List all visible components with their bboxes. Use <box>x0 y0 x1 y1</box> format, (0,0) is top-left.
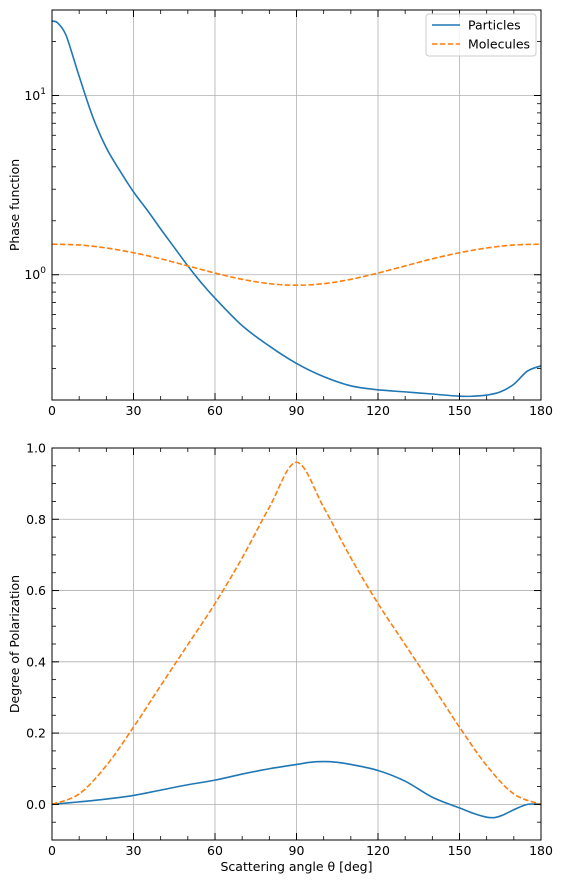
legend-label-molecules: Molecules <box>468 37 530 52</box>
x-tick-label: 90 <box>289 843 305 858</box>
x-tick-label: 90 <box>289 403 305 418</box>
polarization-panel: 0 30 60 90 120 150 180 0.0 0.2 0.4 0.6 0.8 1.0 Degre… <box>7 441 553 875</box>
series-lines <box>51 461 542 819</box>
y-tick-label: 0.0 <box>26 797 46 812</box>
x-tick-label: 180 <box>529 843 553 858</box>
x-tick-label: 60 <box>207 843 223 858</box>
y-axis-label: Degree of Polarization <box>7 575 22 713</box>
legend: Particles Molecules <box>425 13 537 57</box>
x-axis-label: Scattering angle θ [deg] <box>221 859 373 874</box>
grid-lines <box>52 10 541 400</box>
tick-labels: 0 30 60 90 120 150 180 100 101 <box>24 87 553 418</box>
x-tick-label: 120 <box>366 403 390 418</box>
y-tick-label: 0.2 <box>26 726 46 741</box>
legend-label-particles: Particles <box>468 18 521 33</box>
y-tick-label: 0.8 <box>26 512 46 527</box>
x-tick-label: 30 <box>126 403 142 418</box>
plot-frame <box>51 9 542 401</box>
x-tick-label: 0 <box>48 843 56 858</box>
series-line-particles <box>51 760 542 819</box>
series-line-molecules <box>51 461 542 806</box>
y-tick-label: 0.6 <box>26 583 46 598</box>
phase-function-panel: 0 30 60 90 120 150 180 100 101 Phase function Pa… <box>7 9 553 418</box>
x-tick-label: 180 <box>529 403 553 418</box>
y-tick-label: 100 <box>24 266 46 282</box>
series-line-molecules <box>51 243 542 287</box>
x-tick-label: 120 <box>366 843 390 858</box>
y-tick-label: 1.0 <box>26 441 46 456</box>
x-tick-label: 0 <box>48 403 56 418</box>
y-axis-label: Phase function <box>7 159 22 251</box>
series-line-particles <box>51 20 542 398</box>
tick-labels: 0 30 60 90 120 150 180 0.0 0.2 0.4 0.6 0.8 1.0 <box>26 441 553 859</box>
x-tick-label: 30 <box>126 843 142 858</box>
x-tick-label: 150 <box>448 403 472 418</box>
x-tick-label: 60 <box>207 403 223 418</box>
series-lines <box>51 20 542 398</box>
x-tick-label: 150 <box>448 843 472 858</box>
y-tick-label: 0.4 <box>26 654 46 669</box>
y-tick-label: 101 <box>24 87 46 103</box>
plot-frame <box>51 447 542 841</box>
